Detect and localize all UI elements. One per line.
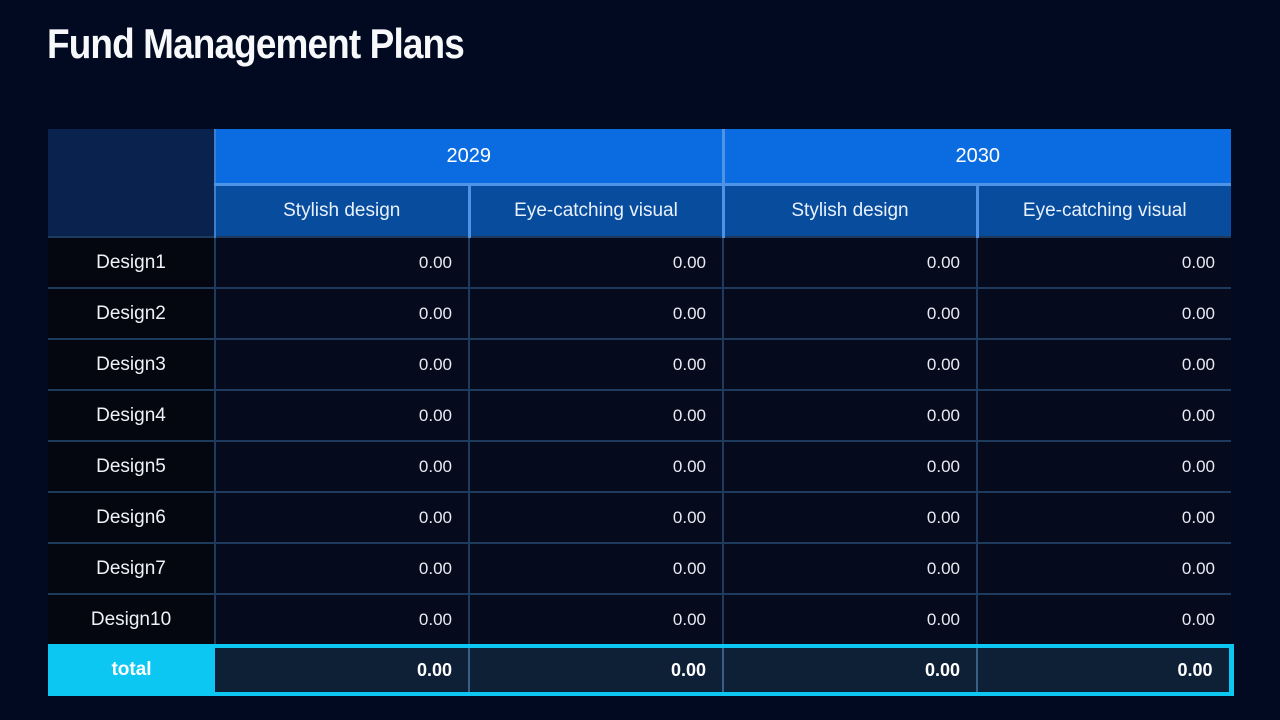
cell-value: 0.00 [214,389,469,441]
cell-value: 0.00 [976,236,1231,288]
row-label: Design1 [48,236,215,288]
total-value: 0.00 [722,644,977,696]
cell-value: 0.00 [214,542,469,594]
cell-value: 0.00 [214,491,469,543]
row-label: Design2 [48,287,215,339]
row-label: Design5 [48,440,215,492]
sub-header-eye-catching-visual-2029: Eye-catching visual [467,184,723,237]
cell-value: 0.00 [722,389,977,441]
cell-value: 0.00 [468,593,723,646]
table-row: Design1 0.00 0.00 0.00 0.00 [48,236,1231,288]
cell-value: 0.00 [976,542,1231,594]
row-label: Design3 [48,338,215,390]
cell-value: 0.00 [976,440,1231,492]
cell-value: 0.00 [722,338,977,390]
sub-header-stylish-design-2030: Stylish design [721,184,977,237]
total-value: 0.00 [468,644,723,696]
year-header-2029: 2029 [215,129,723,186]
row-label: Design10 [48,593,215,646]
cell-value: 0.00 [468,440,723,492]
total-value: 0.00 [215,644,469,696]
cell-value: 0.00 [214,287,469,339]
cell-value: 0.00 [214,593,469,646]
cell-value: 0.00 [722,491,977,543]
cell-value: 0.00 [976,491,1231,543]
cell-value: 0.00 [468,491,723,543]
row-label: Design4 [48,389,215,441]
sub-header-eye-catching-visual-2030: Eye-catching visual [975,184,1231,237]
cell-value: 0.00 [468,236,723,288]
table-row: Design5 0.00 0.00 0.00 0.00 [48,440,1231,492]
cell-value: 0.00 [722,440,977,492]
cell-value: 0.00 [214,236,469,288]
sub-header-row: Stylish design Eye-catching visual Styli… [48,184,1231,237]
total-label: total [48,644,215,696]
cell-value: 0.00 [976,593,1231,646]
year-header-2030: 2030 [721,129,1231,186]
table-row: Design2 0.00 0.00 0.00 0.00 [48,287,1231,339]
cell-value: 0.00 [976,287,1231,339]
cell-value: 0.00 [468,542,723,594]
page-title: Fund Management Plans [47,20,465,67]
row-label: Design7 [48,542,215,594]
cell-value: 0.00 [722,287,977,339]
cell-value: 0.00 [976,389,1231,441]
cell-value: 0.00 [214,440,469,492]
cell-value: 0.00 [722,542,977,594]
cell-value: 0.00 [722,236,977,288]
cell-value: 0.00 [468,287,723,339]
cell-value: 0.00 [468,389,723,441]
table-row: Design10 0.00 0.00 0.00 0.00 [48,593,1231,646]
cell-value: 0.00 [214,338,469,390]
table-row: Design6 0.00 0.00 0.00 0.00 [48,491,1231,543]
total-row: total 0.00 0.00 0.00 0.00 [48,644,1234,696]
year-header-row: 2029 2030 [48,129,1231,237]
cell-value: 0.00 [976,338,1231,390]
fund-table: 2029 2030 Stylish design Eye-catching vi… [48,129,1234,696]
cell-value: 0.00 [722,593,977,646]
corner-cell [48,129,216,237]
table-row: Design4 0.00 0.00 0.00 0.00 [48,389,1231,441]
total-value: 0.00 [976,644,1234,696]
row-label: Design6 [48,491,215,543]
cell-value: 0.00 [468,338,723,390]
table-row: Design7 0.00 0.00 0.00 0.00 [48,542,1231,594]
table-row: Design3 0.00 0.00 0.00 0.00 [48,338,1231,390]
sub-header-stylish-design-2029: Stylish design [215,184,469,237]
